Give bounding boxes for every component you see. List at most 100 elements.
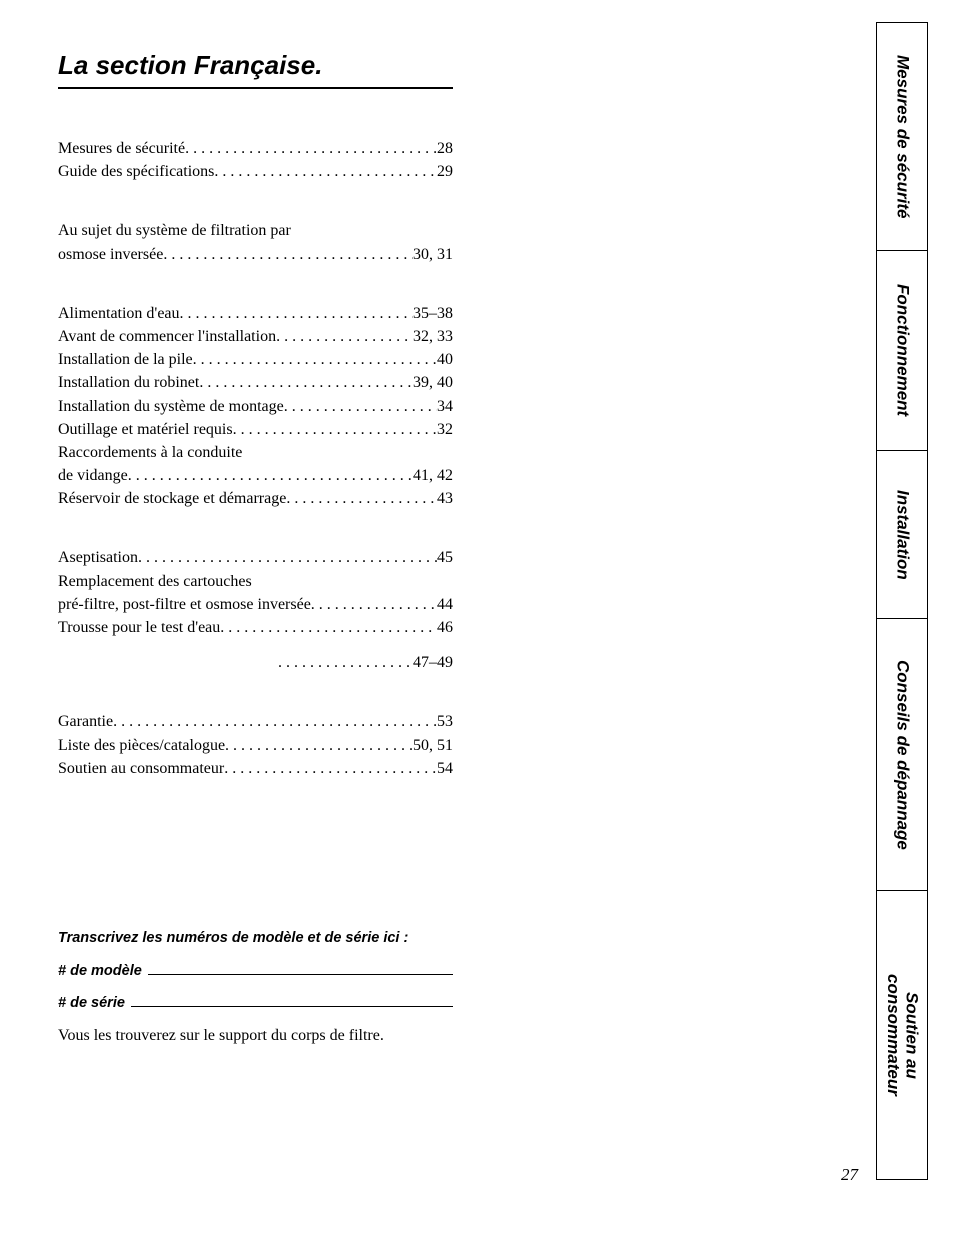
page-number: 27 <box>841 1165 858 1185</box>
toc-entry-page: 45 <box>437 546 453 569</box>
toc-entry-page: 35–38 <box>413 302 453 325</box>
toc-entry-label: Alimentation d'eau <box>58 302 180 325</box>
model-prompt: Transcrivez les numéros de modèle et de … <box>58 930 453 946</box>
toc-entry: Alimentation d'eau 35–38 <box>58 302 453 325</box>
toc-entry-page: 29 <box>437 160 453 183</box>
tab-mesures-securite[interactable]: Mesures de sécurité <box>877 23 927 251</box>
toc-entry-page: 50, 51 <box>413 734 453 757</box>
tab-label: Mesures de sécurité <box>893 55 912 218</box>
toc-dots <box>286 487 437 510</box>
toc-entry-page: 43 <box>437 487 453 510</box>
toc-entry-page: 44 <box>437 593 453 616</box>
toc-entry-label: Avant de commencer l'installation <box>58 325 276 348</box>
toc-entry-page: 40 <box>437 348 453 371</box>
toc-entry-page: 28 <box>437 137 453 160</box>
model-serial-section: Transcrivez les numéros de modèle et de … <box>58 930 453 1047</box>
toc-dots <box>128 464 413 487</box>
toc-dots <box>138 546 437 569</box>
toc-entry: pré-filtre, post-filtre et osmose invers… <box>58 593 453 616</box>
toc-dots <box>278 651 413 674</box>
toc-entry-page: 53 <box>437 710 453 733</box>
toc-entry: osmose inversée 30, 31 <box>58 243 453 266</box>
toc-entry-label: Guide des spécifications <box>58 160 214 183</box>
tab-label: Fonctionnement <box>893 284 912 416</box>
toc-dots <box>163 243 413 266</box>
tab-soutien-consommateur[interactable]: Soutien auconsommateur <box>877 891 927 1179</box>
toc-entry: Aseptisation 45 <box>58 546 453 569</box>
toc-entry-label: Installation du robinet <box>58 371 199 394</box>
toc-entry-continued: Remplacement des cartouches <box>58 570 453 593</box>
toc-entry: Liste des pièces/catalogue 50, 51 <box>58 734 453 757</box>
toc-entry: Garantie 53 <box>58 710 453 733</box>
toc-group-1: Mesures de sécurité 28Guide des spécific… <box>58 137 453 183</box>
model-number-label: # de modèle <box>58 963 142 979</box>
model-note: Vous les trouverez sur le support du cor… <box>58 1025 408 1047</box>
toc-entry-page: 34 <box>437 395 453 418</box>
toc-entry-label: Outillage et matériel requis <box>58 418 233 441</box>
toc-entry: Outillage et matériel requis 32 <box>58 418 453 441</box>
tab-installation[interactable]: Installation <box>877 451 927 619</box>
toc-entry: Installation du système de montage 34 <box>58 395 453 418</box>
side-tabs: Mesures de sécurité Fonctionnement Insta… <box>876 22 928 1180</box>
toc-entry: Soutien au consommateur 54 <box>58 757 453 780</box>
toc-group-2: Au sujet du système de filtration parosm… <box>58 219 453 265</box>
toc-entry-label: de vidange <box>58 464 128 487</box>
toc-entry-label: Soutien au consommateur <box>58 757 224 780</box>
toc-dots <box>276 325 413 348</box>
toc-entry: Avant de commencer l'installation 32, 33 <box>58 325 453 348</box>
toc-group-3: Alimentation d'eau 35–38Avant de commenc… <box>58 302 453 511</box>
toc-entry-page: 46 <box>437 616 453 639</box>
toc-entry: Installation du robinet 39, 40 <box>58 371 453 394</box>
toc-entry-label: Aseptisation <box>58 546 138 569</box>
toc-entry-label: Liste des pièces/catalogue <box>58 734 225 757</box>
toc-dots <box>113 710 437 733</box>
toc-entry-label: Garantie <box>58 710 113 733</box>
toc-entry-label: Installation de la pile <box>58 348 193 371</box>
toc-dots <box>311 593 437 616</box>
toc-entry-label: osmose inversée <box>58 243 163 266</box>
toc-entry-page: 47–49 <box>413 651 453 674</box>
toc-dots <box>199 371 413 394</box>
serial-number-blank <box>131 993 453 1008</box>
toc-entry: Trousse pour le test d'eau 46 <box>58 616 453 639</box>
serial-number-label: # de série <box>58 995 125 1011</box>
toc-entry-continued: Raccordements à la conduite <box>58 441 453 464</box>
toc-dots <box>180 302 413 325</box>
toc-group-5: Garantie 53Liste des pièces/catalogue 50… <box>58 710 453 780</box>
toc-dots <box>284 395 437 418</box>
page-title: La section Française. <box>58 50 453 89</box>
toc-entry: de vidange 41, 42 <box>58 464 453 487</box>
toc-dots <box>193 348 437 371</box>
tab-fonctionnement[interactable]: Fonctionnement <box>877 251 927 451</box>
toc-dots <box>233 418 437 441</box>
toc-entry-page: 32 <box>437 418 453 441</box>
model-number-blank <box>148 960 453 975</box>
toc-dots <box>185 137 437 160</box>
toc-entry-page: 54 <box>437 757 453 780</box>
tab-label: Installation <box>893 490 912 580</box>
toc-entry-page: 41, 42 <box>413 464 453 487</box>
toc-entry-page: 30, 31 <box>413 243 453 266</box>
toc-entry-label: Trousse pour le test d'eau <box>58 616 220 639</box>
tab-label: Soutien auconsommateur <box>883 974 920 1096</box>
toc-entry-page: 32, 33 <box>413 325 453 348</box>
toc-entry-label: Installation du système de montage <box>58 395 284 418</box>
toc-entry-label: pré-filtre, post-filtre et osmose invers… <box>58 593 311 616</box>
toc-dots <box>224 757 437 780</box>
toc-dots <box>220 616 437 639</box>
toc-entry-page: 39, 40 <box>413 371 453 394</box>
tab-conseils-depannage[interactable]: Conseils de dépannage <box>877 619 927 891</box>
serial-number-line: # de série <box>58 993 453 1012</box>
tab-label: Conseils de dépannage <box>893 660 912 850</box>
toc-entry-label: Réservoir de stockage et démarrage <box>58 487 286 510</box>
toc-dots <box>225 734 413 757</box>
model-number-line: # de modèle <box>58 960 453 979</box>
toc-group-4: Aseptisation 45Remplacement des cartouch… <box>58 546 453 674</box>
toc-entry: Installation de la pile 40 <box>58 348 453 371</box>
toc-entry-orphan: 47–49 <box>58 651 453 674</box>
toc-dots <box>214 160 437 183</box>
toc-entry: Réservoir de stockage et démarrage 43 <box>58 487 453 510</box>
toc-entry: Guide des spécifications 29 <box>58 160 453 183</box>
toc-entry-label: Mesures de sécurité <box>58 137 185 160</box>
page-content: La section Française. Mesures de sécurit… <box>58 50 453 816</box>
